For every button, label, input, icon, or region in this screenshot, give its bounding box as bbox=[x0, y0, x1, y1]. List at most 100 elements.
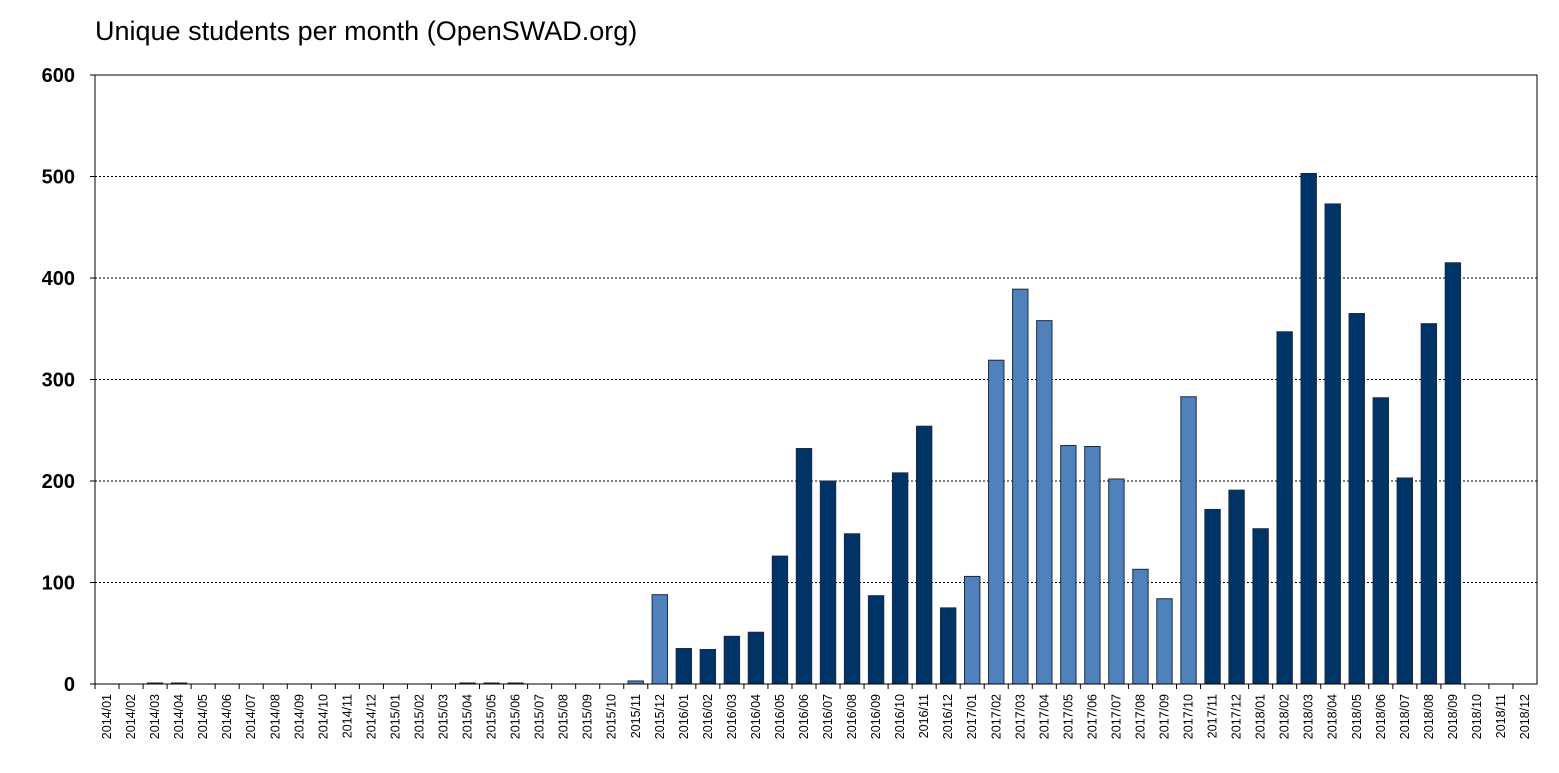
bar-2017-04 bbox=[1036, 320, 1053, 685]
x-tick-label: 2017/04 bbox=[1037, 694, 1051, 739]
x-tick-label: 2016/04 bbox=[749, 694, 763, 739]
x-tick-label: 2017/03 bbox=[1013, 694, 1027, 739]
x-tick-label: 2017/05 bbox=[1061, 694, 1075, 739]
x-tick-label: 2016/09 bbox=[869, 694, 883, 739]
x-tick-label: 2017/12 bbox=[1230, 694, 1244, 739]
x-tick-label: 2018/05 bbox=[1350, 694, 1364, 739]
x-tick-label: 2014/05 bbox=[196, 694, 210, 739]
bar-2016-08 bbox=[843, 533, 861, 685]
x-tick-label: 2016/02 bbox=[701, 694, 715, 739]
bar-2017-10 bbox=[1180, 396, 1197, 685]
x-tick-label: 2017/11 bbox=[1206, 694, 1220, 738]
bar-2018-03 bbox=[1300, 172, 1317, 685]
x-tick-label: 2014/12 bbox=[364, 694, 378, 739]
bar-2016-05 bbox=[771, 555, 789, 685]
x-tick-label: 2014/08 bbox=[268, 694, 282, 739]
bar-2017-12 bbox=[1228, 489, 1245, 685]
bar-2017-08 bbox=[1132, 568, 1149, 685]
x-tick-label: 2017/08 bbox=[1133, 694, 1147, 739]
bar-2017-01 bbox=[964, 575, 981, 685]
x-tick-label: 2014/06 bbox=[220, 694, 234, 739]
x-tick-label: 2017/01 bbox=[965, 694, 979, 739]
bar-2015-12 bbox=[651, 594, 668, 685]
x-tick-label: 2014/02 bbox=[124, 694, 138, 739]
bar-2018-09 bbox=[1444, 262, 1462, 685]
chart-title: Unique students per month (OpenSWAD.org) bbox=[95, 16, 638, 46]
x-tick-label: 2016/05 bbox=[773, 694, 787, 739]
x-tick-label: 2014/09 bbox=[292, 694, 306, 739]
x-tick-label: 2016/01 bbox=[677, 694, 691, 739]
bar-2018-07 bbox=[1396, 477, 1414, 685]
bar-2017-05 bbox=[1060, 444, 1077, 685]
y-tick-label: 300 bbox=[42, 370, 75, 392]
bar-2018-08 bbox=[1420, 323, 1438, 685]
bar-2016-02 bbox=[699, 648, 717, 685]
bar-2016-03 bbox=[723, 635, 741, 685]
x-tick-label: 2017/09 bbox=[1157, 694, 1171, 739]
x-tick-label: 2014/11 bbox=[340, 694, 354, 738]
x-tick-label: 2015/07 bbox=[533, 694, 547, 739]
bar-2017-03 bbox=[1012, 288, 1029, 685]
x-tick-label: 2015/06 bbox=[509, 694, 523, 739]
y-axis-ticks: 0 100 200 300 400 500 600 bbox=[42, 65, 95, 696]
x-tick-label: 2018/10 bbox=[1470, 694, 1484, 739]
x-tick-label: 2014/07 bbox=[244, 694, 258, 739]
bar-2016-07 bbox=[819, 480, 837, 685]
bar-2016-12 bbox=[939, 607, 957, 685]
x-tick-label: 2015/02 bbox=[412, 694, 426, 739]
x-tick-label: 2016/10 bbox=[893, 694, 907, 739]
bar-2016-11 bbox=[915, 425, 933, 685]
x-tick-label: 2016/07 bbox=[821, 694, 835, 739]
bars bbox=[146, 172, 1462, 685]
bar-2018-06 bbox=[1372, 397, 1389, 685]
x-tick-label: 2015/11 bbox=[629, 694, 643, 738]
x-tick-label: 2017/10 bbox=[1182, 694, 1196, 739]
y-tick-label: 0 bbox=[64, 674, 75, 696]
bar-2017-06 bbox=[1084, 445, 1101, 685]
x-tick-label: 2018/11 bbox=[1494, 694, 1508, 738]
bar-2017-07 bbox=[1108, 478, 1125, 685]
x-tick-label: 2014/04 bbox=[172, 694, 186, 739]
x-tick-label: 2015/12 bbox=[653, 694, 667, 739]
x-tick-label: 2015/09 bbox=[581, 694, 595, 739]
x-tick-label: 2014/03 bbox=[148, 694, 162, 739]
x-tick-label: 2018/09 bbox=[1446, 694, 1460, 739]
x-tick-label: 2014/01 bbox=[100, 694, 114, 739]
bar-2016-06 bbox=[795, 448, 813, 685]
bar-2018-01 bbox=[1252, 528, 1269, 685]
x-tick-label: 2018/02 bbox=[1278, 694, 1292, 739]
x-tick-label: 2018/07 bbox=[1398, 694, 1412, 739]
y-tick-label: 200 bbox=[42, 471, 75, 493]
bar-2018-05 bbox=[1348, 313, 1365, 685]
bar-2018-04 bbox=[1324, 203, 1341, 685]
x-tick-label: 2015/05 bbox=[485, 694, 499, 739]
x-tick-label: 2018/04 bbox=[1326, 694, 1340, 739]
x-tick-label: 2016/03 bbox=[725, 694, 739, 739]
x-tick-label: 2014/10 bbox=[316, 694, 330, 739]
grid-lines bbox=[95, 176, 1537, 583]
x-tick-label: 2018/08 bbox=[1422, 694, 1436, 739]
x-tick-label: 2018/06 bbox=[1374, 694, 1388, 739]
x-tick-label: 2016/08 bbox=[845, 694, 859, 739]
x-tick-label: 2015/10 bbox=[605, 694, 619, 739]
bar-2016-09 bbox=[867, 595, 885, 685]
y-tick-label: 400 bbox=[42, 268, 75, 290]
x-tick-label: 2018/01 bbox=[1254, 694, 1268, 739]
x-tick-label: 2015/01 bbox=[388, 694, 402, 739]
x-tick-label: 2015/08 bbox=[557, 694, 571, 739]
bar-2018-02 bbox=[1276, 331, 1293, 685]
bar-2017-02 bbox=[988, 359, 1005, 685]
y-tick-label: 100 bbox=[42, 573, 75, 595]
x-tick-label: 2015/03 bbox=[436, 694, 450, 739]
x-tick-label: 2015/04 bbox=[461, 694, 475, 739]
x-tick-label: 2016/06 bbox=[797, 694, 811, 739]
x-tick-label: 2016/11 bbox=[917, 694, 931, 738]
bar-2016-04 bbox=[747, 631, 765, 685]
y-tick-label: 600 bbox=[42, 65, 75, 87]
x-tick-label: 2018/12 bbox=[1518, 694, 1532, 739]
x-tick-label: 2017/02 bbox=[989, 694, 1003, 739]
y-tick-label: 500 bbox=[42, 167, 75, 189]
x-tick-label: 2017/06 bbox=[1085, 694, 1099, 739]
bar-2016-01 bbox=[675, 647, 693, 685]
